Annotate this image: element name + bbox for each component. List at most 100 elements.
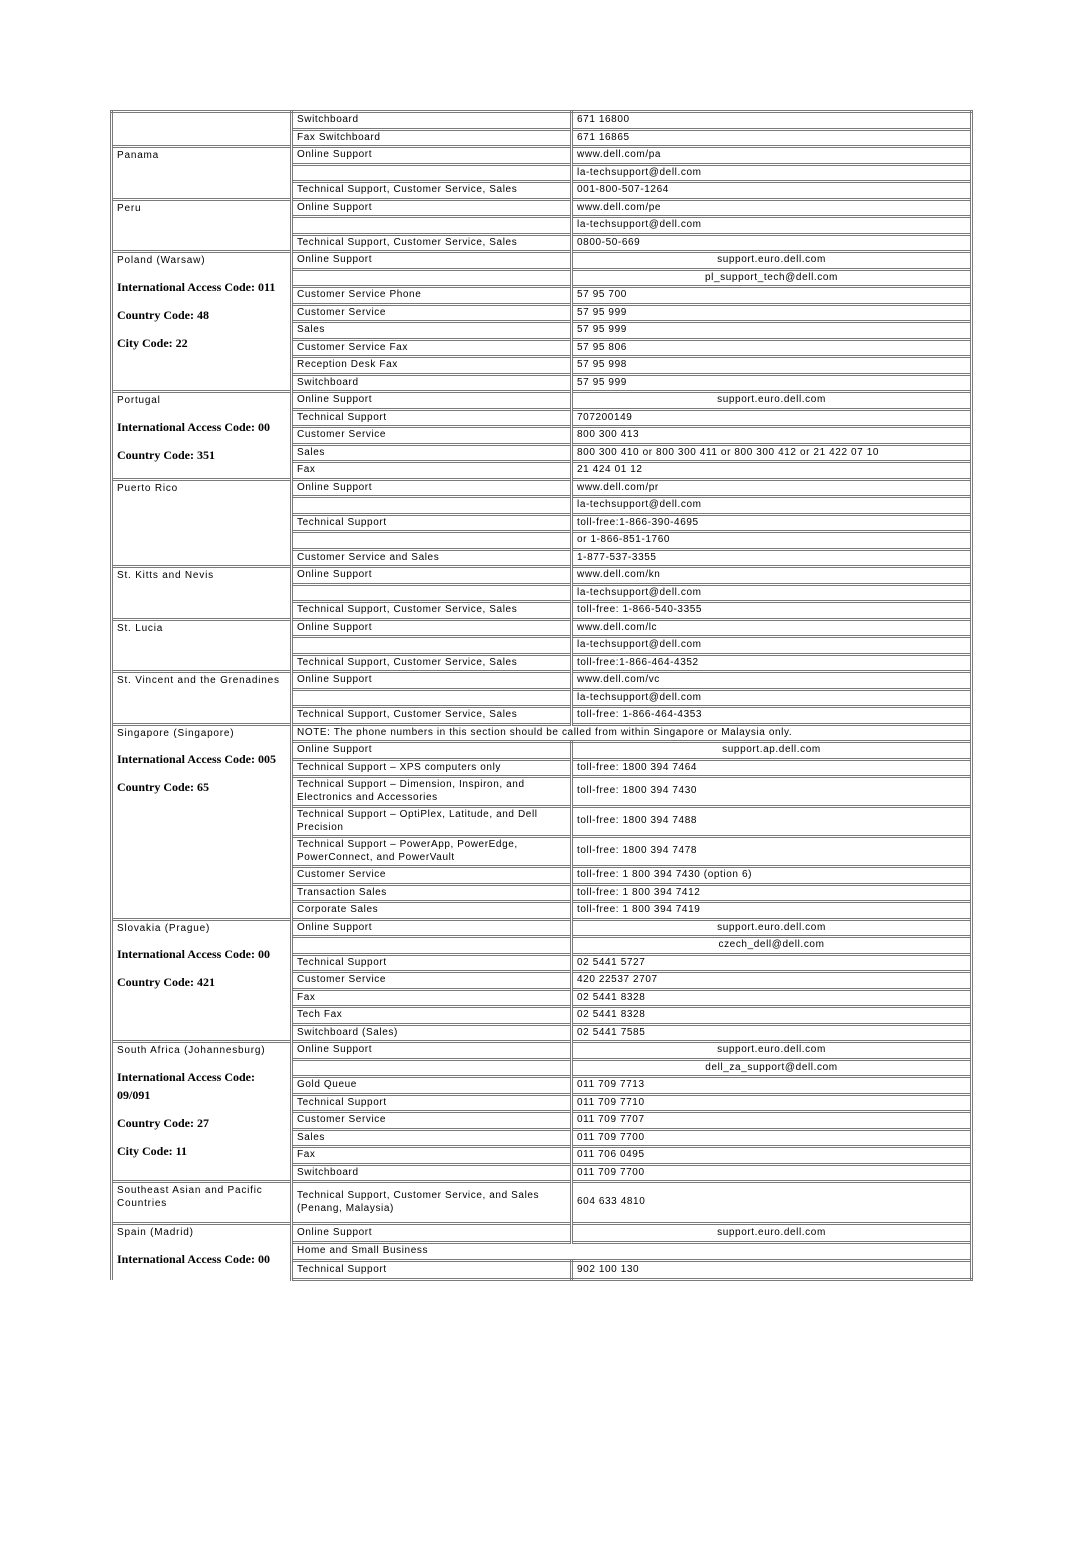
value-cell: support.euro.dell.com bbox=[572, 1042, 972, 1060]
value-cell: 902 100 130 bbox=[572, 1261, 972, 1280]
country-label: Singapore (Singapore) bbox=[117, 728, 286, 741]
country-cell: Spain (Madrid)International Access Code:… bbox=[112, 1224, 292, 1280]
dept-cell: Online Support bbox=[292, 147, 572, 165]
country-label: Puerto Rico bbox=[117, 483, 286, 496]
dept-cell: Online Support bbox=[292, 1224, 572, 1243]
code-line: Country Code: 48 bbox=[117, 306, 286, 324]
dept-cell: Technical Support – Dimension, Inspiron,… bbox=[292, 777, 572, 807]
value-cell: www.dell.com/pe bbox=[572, 199, 972, 217]
dept-cell: Customer Service and Sales bbox=[292, 549, 572, 567]
dept-cell: Technical Support, Customer Service, Sal… bbox=[292, 707, 572, 725]
table-row: Peru Online Supportwww.dell.com/pe bbox=[112, 199, 972, 217]
country-cell: South Africa (Johannesburg) International… bbox=[112, 1042, 292, 1182]
dept-cell: Customer Service bbox=[292, 1112, 572, 1130]
country-cell: St. Kitts and Nevis bbox=[112, 567, 292, 620]
value-cell: 011 709 7700 bbox=[572, 1129, 972, 1147]
dept-cell: Online Support bbox=[292, 567, 572, 585]
code-line: International Access Code: 00 bbox=[117, 1250, 286, 1268]
country-cell: Peru bbox=[112, 199, 292, 252]
dept-cell: Switchboard bbox=[292, 374, 572, 392]
country-label: St. Lucia bbox=[117, 623, 286, 636]
country-cell: Panama bbox=[112, 147, 292, 200]
value-cell: support.euro.dell.com bbox=[572, 1224, 972, 1243]
value-cell: 011 709 7707 bbox=[572, 1112, 972, 1130]
table-row: Switchboard671 16800 bbox=[112, 112, 972, 130]
country-cell: Poland (Warsaw)International Access Code… bbox=[112, 252, 292, 392]
value-cell: support.ap.dell.com bbox=[572, 742, 972, 760]
dept-cell: Home and Small Business bbox=[292, 1242, 972, 1261]
dept-cell: Technical Support, Customer Service, Sal… bbox=[292, 654, 572, 672]
code-line: International Access Code: 09/091 bbox=[117, 1068, 286, 1104]
value-cell: toll-free: 1 800 394 7430 (option 6) bbox=[572, 867, 972, 885]
dept-cell bbox=[292, 584, 572, 602]
value-cell: 21 424 01 12 bbox=[572, 462, 972, 480]
country-label: South Africa (Johannesburg) bbox=[117, 1045, 286, 1058]
code-line: Country Code: 421 bbox=[117, 973, 286, 991]
dept-cell: Online Support bbox=[292, 672, 572, 690]
value-cell: support.euro.dell.com bbox=[572, 252, 972, 270]
value-cell: toll-free: 1800 394 7478 bbox=[572, 837, 972, 867]
value-cell: 011 709 7700 bbox=[572, 1164, 972, 1182]
dept-cell: Technical Support, Customer Service, Sal… bbox=[292, 182, 572, 200]
table-row: Slovakia (Prague)International Access Co… bbox=[112, 919, 972, 937]
value-cell: 02 5441 8328 bbox=[572, 1007, 972, 1025]
value-cell: toll-free: 1-866-540-3355 bbox=[572, 602, 972, 620]
value-cell: www.dell.com/pa bbox=[572, 147, 972, 165]
country-cell: Southeast Asian and Pacific Countries bbox=[112, 1182, 292, 1224]
value-cell: 1-877-537-3355 bbox=[572, 549, 972, 567]
value-cell: 604 633 4810 bbox=[572, 1182, 972, 1224]
dept-cell: Customer Service bbox=[292, 427, 572, 445]
value-cell: 800 300 410 or 800 300 411 or 800 300 41… bbox=[572, 444, 972, 462]
table-row: Singapore (Singapore)International Acces… bbox=[112, 724, 972, 742]
value-cell: 0800-50-669 bbox=[572, 234, 972, 252]
dept-cell: Tech Fax bbox=[292, 1007, 572, 1025]
dept-cell: Online Support bbox=[292, 392, 572, 410]
code-line: Country Code: 351 bbox=[117, 446, 286, 464]
country-cell: St. Vincent and the Grenadines bbox=[112, 672, 292, 725]
code-line: International Access Code: 00 bbox=[117, 945, 286, 963]
value-cell: 57 95 806 bbox=[572, 339, 972, 357]
dept-cell: Switchboard bbox=[292, 1164, 572, 1182]
dept-cell: Customer Service Fax bbox=[292, 339, 572, 357]
dept-cell: Fax bbox=[292, 989, 572, 1007]
value-cell: 57 95 999 bbox=[572, 374, 972, 392]
dept-cell: Corporate Sales bbox=[292, 902, 572, 920]
dept-cell: Online Support bbox=[292, 252, 572, 270]
value-cell: la-techsupport@dell.com bbox=[572, 217, 972, 235]
value-cell: toll-free: 1800 394 7430 bbox=[572, 777, 972, 807]
value-cell: 011 709 7713 bbox=[572, 1077, 972, 1095]
dept-cell: Transaction Sales bbox=[292, 884, 572, 902]
value-cell: toll-free: 1 800 394 7419 bbox=[572, 902, 972, 920]
value-cell: la-techsupport@dell.com bbox=[572, 164, 972, 182]
table-row: Spain (Madrid)International Access Code:… bbox=[112, 1224, 972, 1243]
dept-cell: Technical Support – XPS computers only bbox=[292, 759, 572, 777]
value-cell: 001-800-507-1264 bbox=[572, 182, 972, 200]
country-cell: Singapore (Singapore)International Acces… bbox=[112, 724, 292, 919]
dept-cell: Online Support bbox=[292, 199, 572, 217]
country-label: Poland (Warsaw) bbox=[117, 255, 286, 268]
country-label: Southeast Asian and Pacific Countries bbox=[117, 1185, 286, 1210]
value-cell: toll-free: 1800 394 7488 bbox=[572, 807, 972, 837]
value-cell: la-techsupport@dell.com bbox=[572, 689, 972, 707]
code-line: City Code: 22 bbox=[117, 334, 286, 352]
value-cell: www.dell.com/kn bbox=[572, 567, 972, 585]
country-label: Peru bbox=[117, 203, 286, 216]
value-cell: www.dell.com/pr bbox=[572, 479, 972, 497]
dept-cell: Technical Support bbox=[292, 514, 572, 532]
value-cell: 800 300 413 bbox=[572, 427, 972, 445]
country-label: Slovakia (Prague) bbox=[117, 923, 286, 936]
country-cell: St. Lucia bbox=[112, 619, 292, 672]
dept-cell bbox=[292, 497, 572, 515]
value-cell: support.euro.dell.com bbox=[572, 919, 972, 937]
dept-cell: Reception Desk Fax bbox=[292, 357, 572, 375]
dept-cell: Technical Support, Customer Service, and… bbox=[292, 1182, 572, 1224]
value-cell: toll-free:1-866-464-4352 bbox=[572, 654, 972, 672]
dept-cell: Technical Support bbox=[292, 409, 572, 427]
table-row: Southeast Asian and Pacific CountriesTec… bbox=[112, 1182, 972, 1224]
value-cell: 57 95 700 bbox=[572, 287, 972, 305]
dept-cell: Gold Queue bbox=[292, 1077, 572, 1095]
value-cell: 420 22537 2707 bbox=[572, 972, 972, 990]
dept-cell: Technical Support – PowerApp, PowerEdge,… bbox=[292, 837, 572, 867]
dept-cell: NOTE: The phone numbers in this section … bbox=[292, 724, 972, 742]
country-cell: Slovakia (Prague) International Access Co… bbox=[112, 919, 292, 1042]
